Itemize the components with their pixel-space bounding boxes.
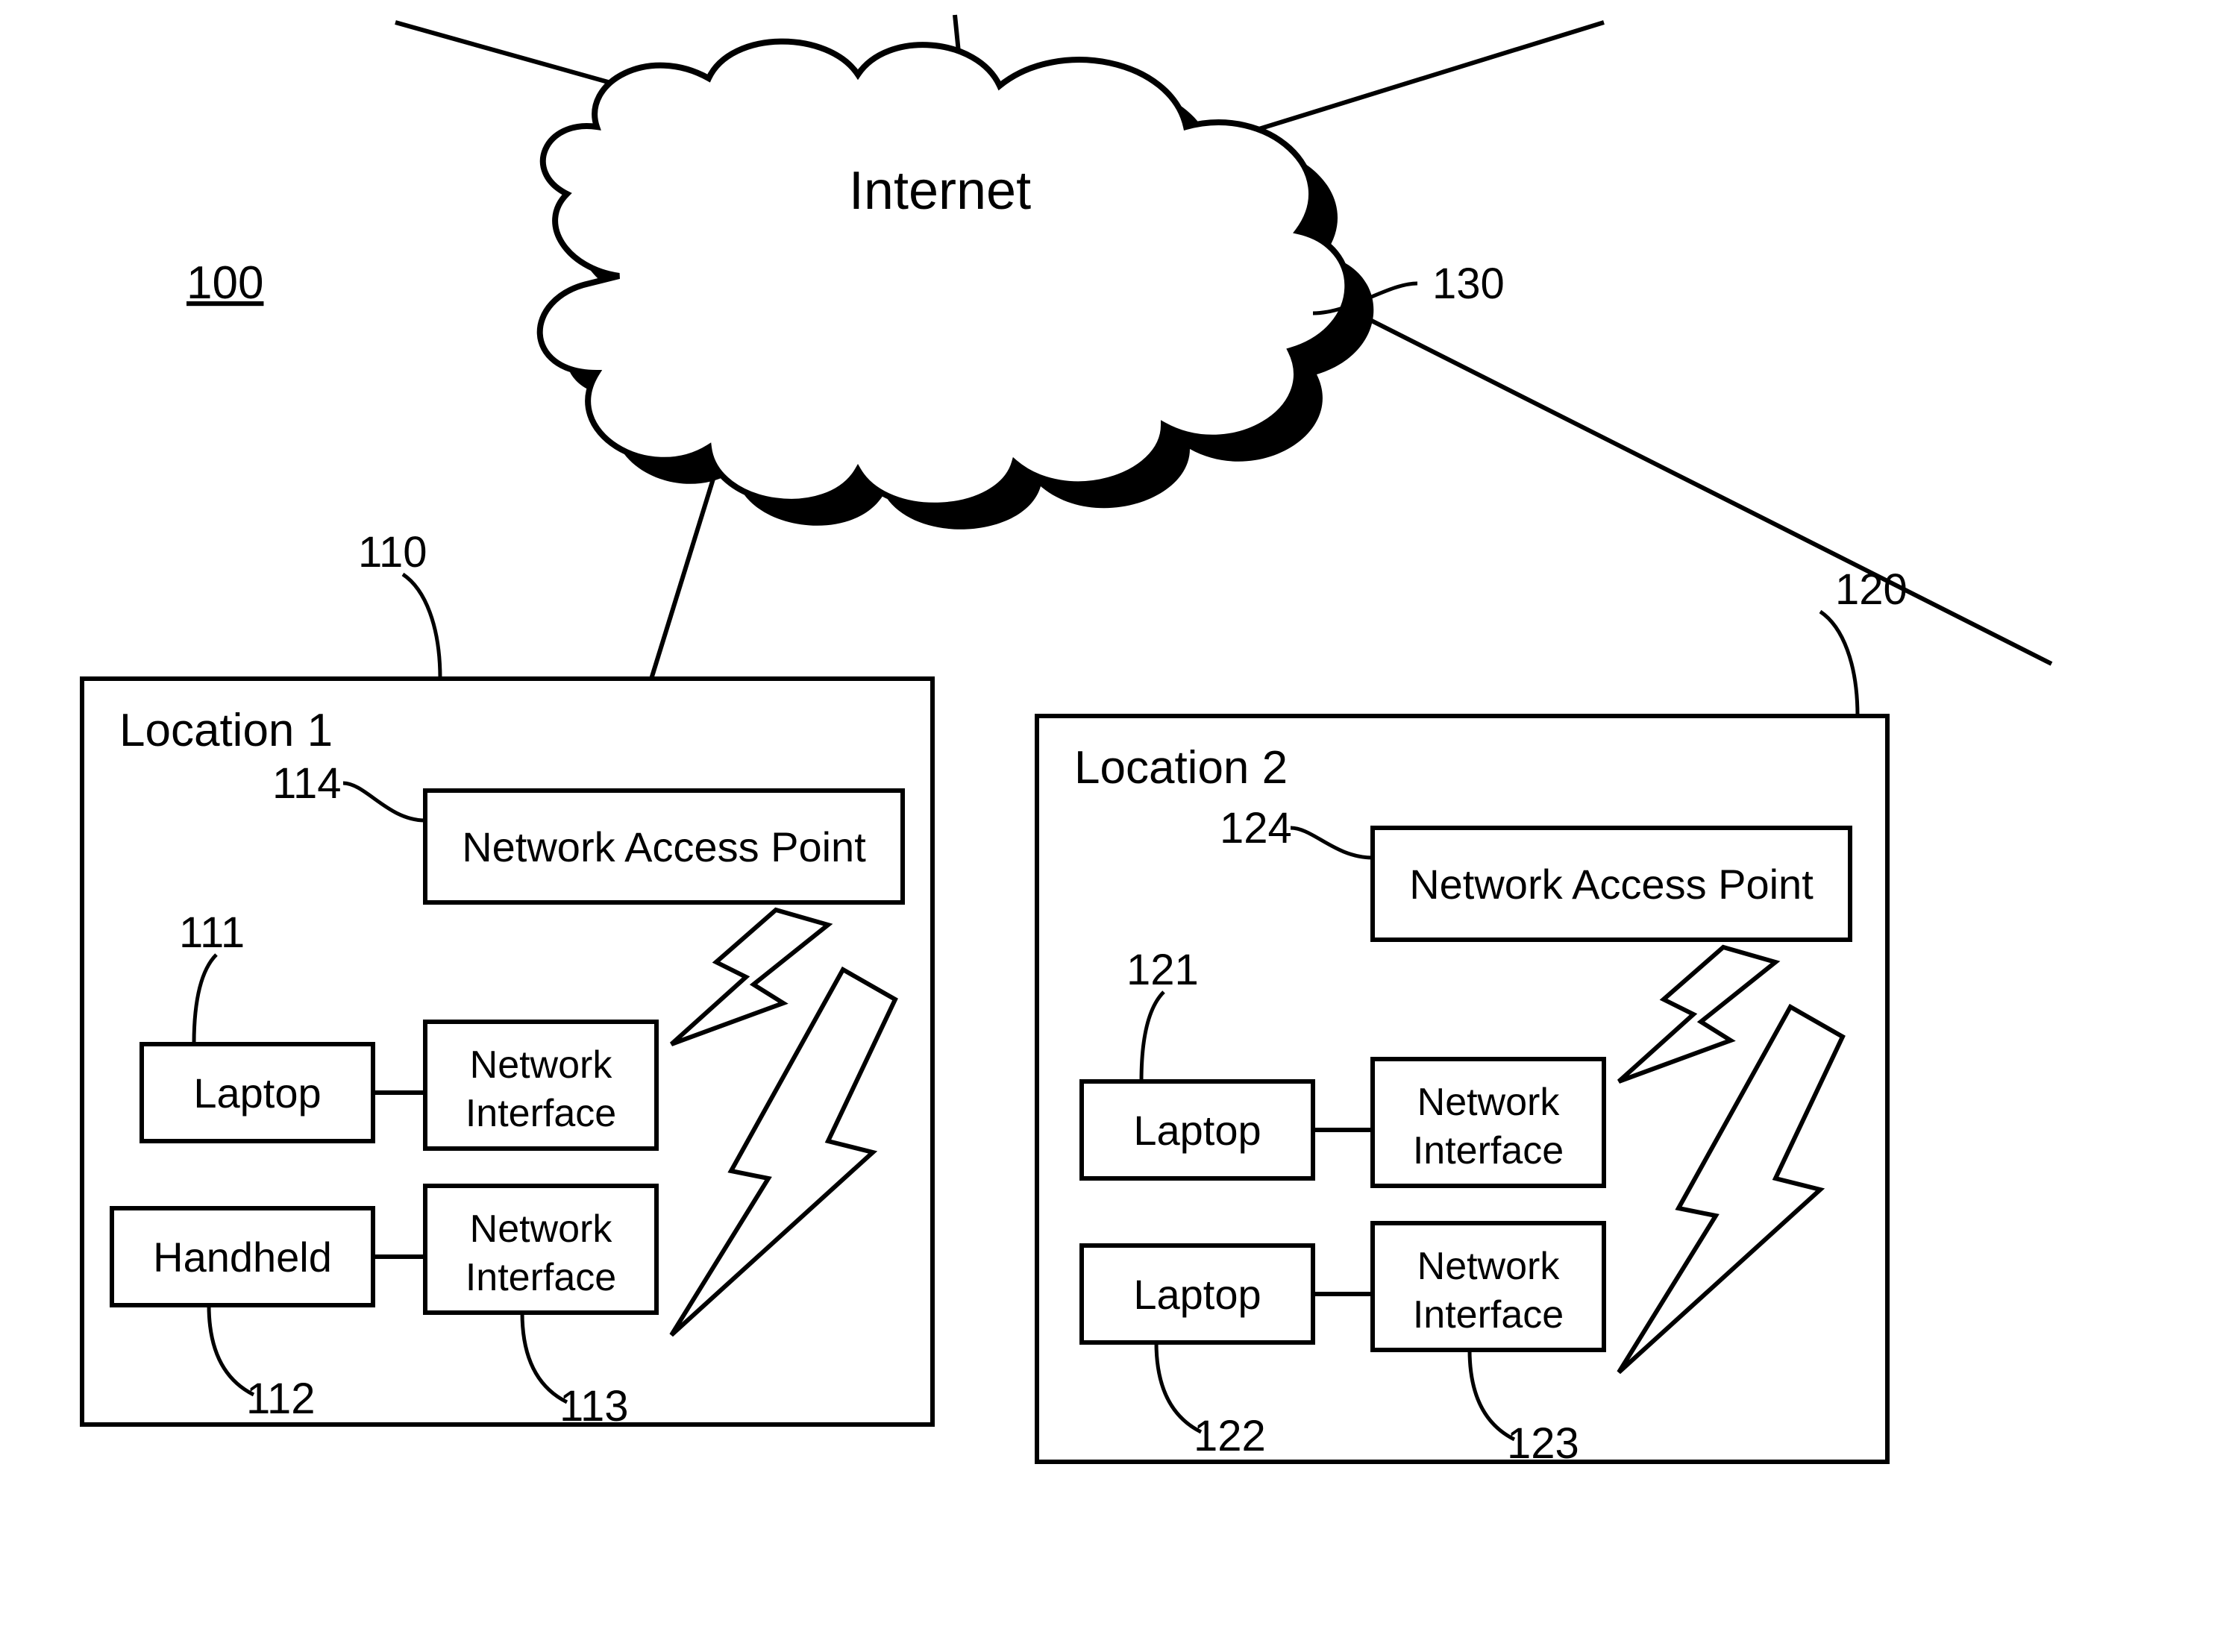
- loc2-dev2-label: Laptop: [1133, 1271, 1261, 1318]
- loc2-ni-ref: 123: [1507, 1419, 1579, 1468]
- svg-text:Interface: Interface: [1413, 1293, 1564, 1337]
- svg-text:Interface: Interface: [1413, 1129, 1564, 1172]
- loc1-dev1-label: Laptop: [193, 1070, 321, 1116]
- location-1: Location 1 Network Access Point 114 Lapt…: [82, 528, 932, 1430]
- svg-text:Network: Network: [1417, 1245, 1561, 1288]
- loc2-ref: 120: [1835, 565, 1908, 614]
- loc1-ref: 110: [358, 528, 427, 577]
- svg-text:Network: Network: [470, 1043, 613, 1087]
- loc2-dev1-ref: 121: [1126, 946, 1199, 994]
- loc2-nap-label: Network Access Point: [1409, 861, 1814, 908]
- svg-text:Network: Network: [470, 1207, 613, 1251]
- loc1-dev1-ref: 111: [179, 908, 245, 957]
- loc1-dev2-label: Handheld: [153, 1234, 332, 1281]
- cloud-label: Internet: [849, 161, 1031, 221]
- loc2-nap-ref: 124: [1220, 804, 1292, 852]
- loc1-nap-ref: 114: [272, 759, 341, 808]
- loc1-title: Location 1: [119, 705, 333, 756]
- figure-ref: 100: [186, 257, 263, 309]
- svg-text:Interface: Interface: [466, 1092, 616, 1135]
- diagram-canvas: Internet 130 100 Location 1 Network Acce…: [0, 0, 2235, 1652]
- svg-text:Network: Network: [1417, 1081, 1561, 1124]
- loc1-ni-ref: 113: [559, 1382, 628, 1430]
- location-2: Location 2 Network Access Point 124 Lapt…: [1037, 565, 1908, 1468]
- loc2-title: Location 2: [1074, 742, 1288, 794]
- svg-text:Interface: Interface: [466, 1256, 616, 1299]
- loc2-dev1-label: Laptop: [1133, 1107, 1261, 1154]
- loc1-nap-label: Network Access Point: [462, 823, 866, 870]
- loc2-dev2-ref: 122: [1194, 1412, 1266, 1460]
- svg-text:130: 130: [1432, 260, 1505, 308]
- loc1-dev2-ref: 112: [246, 1375, 315, 1423]
- internet-cloud: Internet: [540, 42, 1374, 530]
